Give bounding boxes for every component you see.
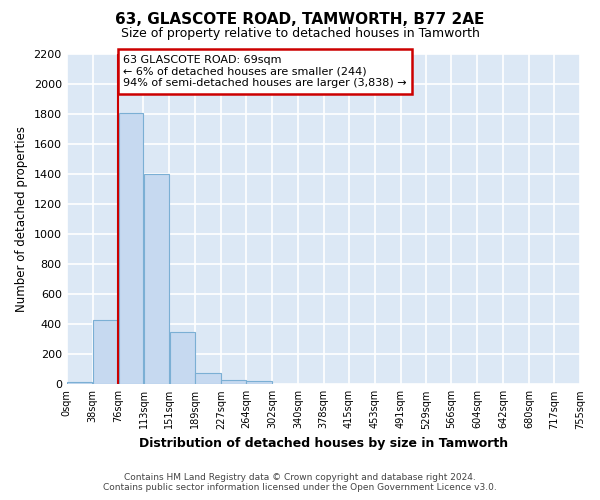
Bar — [119, 112, 143, 384]
Text: 63, GLASCOTE ROAD, TAMWORTH, B77 2AE: 63, GLASCOTE ROAD, TAMWORTH, B77 2AE — [115, 12, 485, 28]
Text: Size of property relative to detached houses in Tamworth: Size of property relative to detached ho… — [121, 28, 479, 40]
Bar — [247, 382, 272, 384]
X-axis label: Distribution of detached houses by size in Tamworth: Distribution of detached houses by size … — [139, 437, 508, 450]
Text: Contains HM Land Registry data © Crown copyright and database right 2024.
Contai: Contains HM Land Registry data © Crown c… — [103, 473, 497, 492]
Y-axis label: Number of detached properties: Number of detached properties — [15, 126, 28, 312]
Bar — [221, 380, 246, 384]
Text: 63 GLASCOTE ROAD: 69sqm
← 6% of detached houses are smaller (244)
94% of semi-de: 63 GLASCOTE ROAD: 69sqm ← 6% of detached… — [123, 55, 407, 88]
Bar — [196, 373, 221, 384]
Bar — [170, 332, 195, 384]
Bar — [67, 382, 92, 384]
Bar — [143, 174, 169, 384]
Bar — [92, 320, 118, 384]
